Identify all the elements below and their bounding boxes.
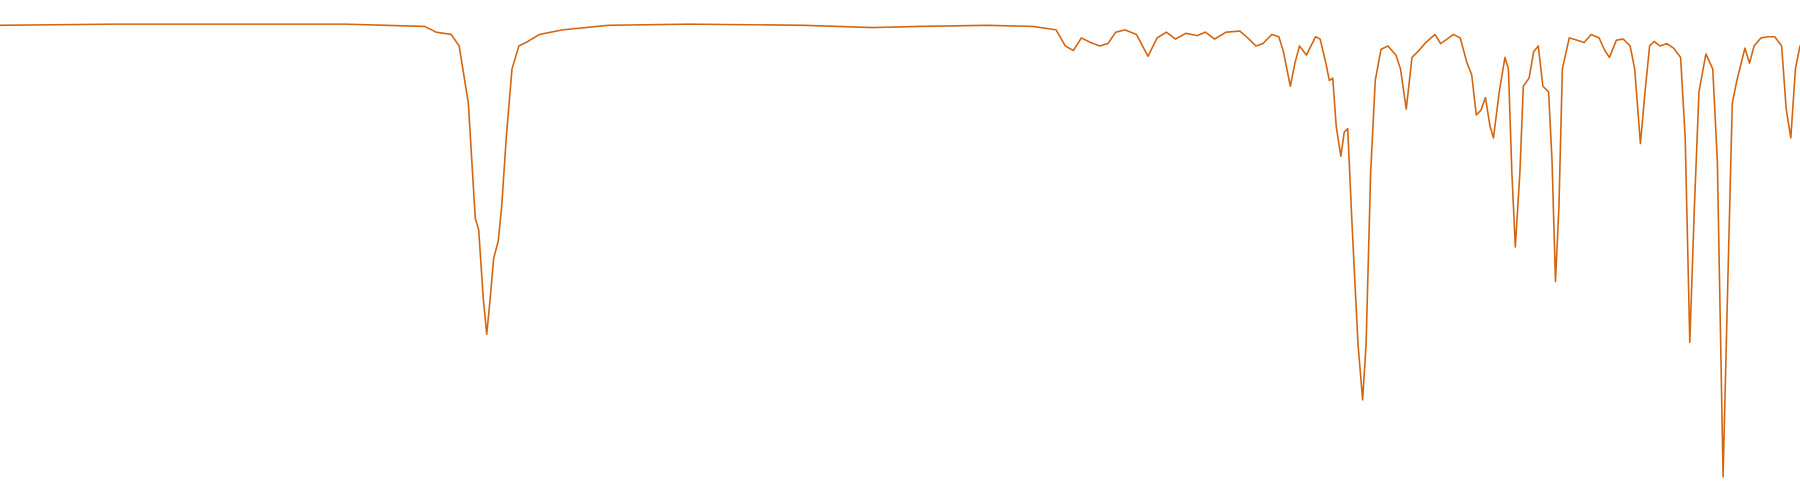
spectrum-line	[0, 23, 1800, 478]
